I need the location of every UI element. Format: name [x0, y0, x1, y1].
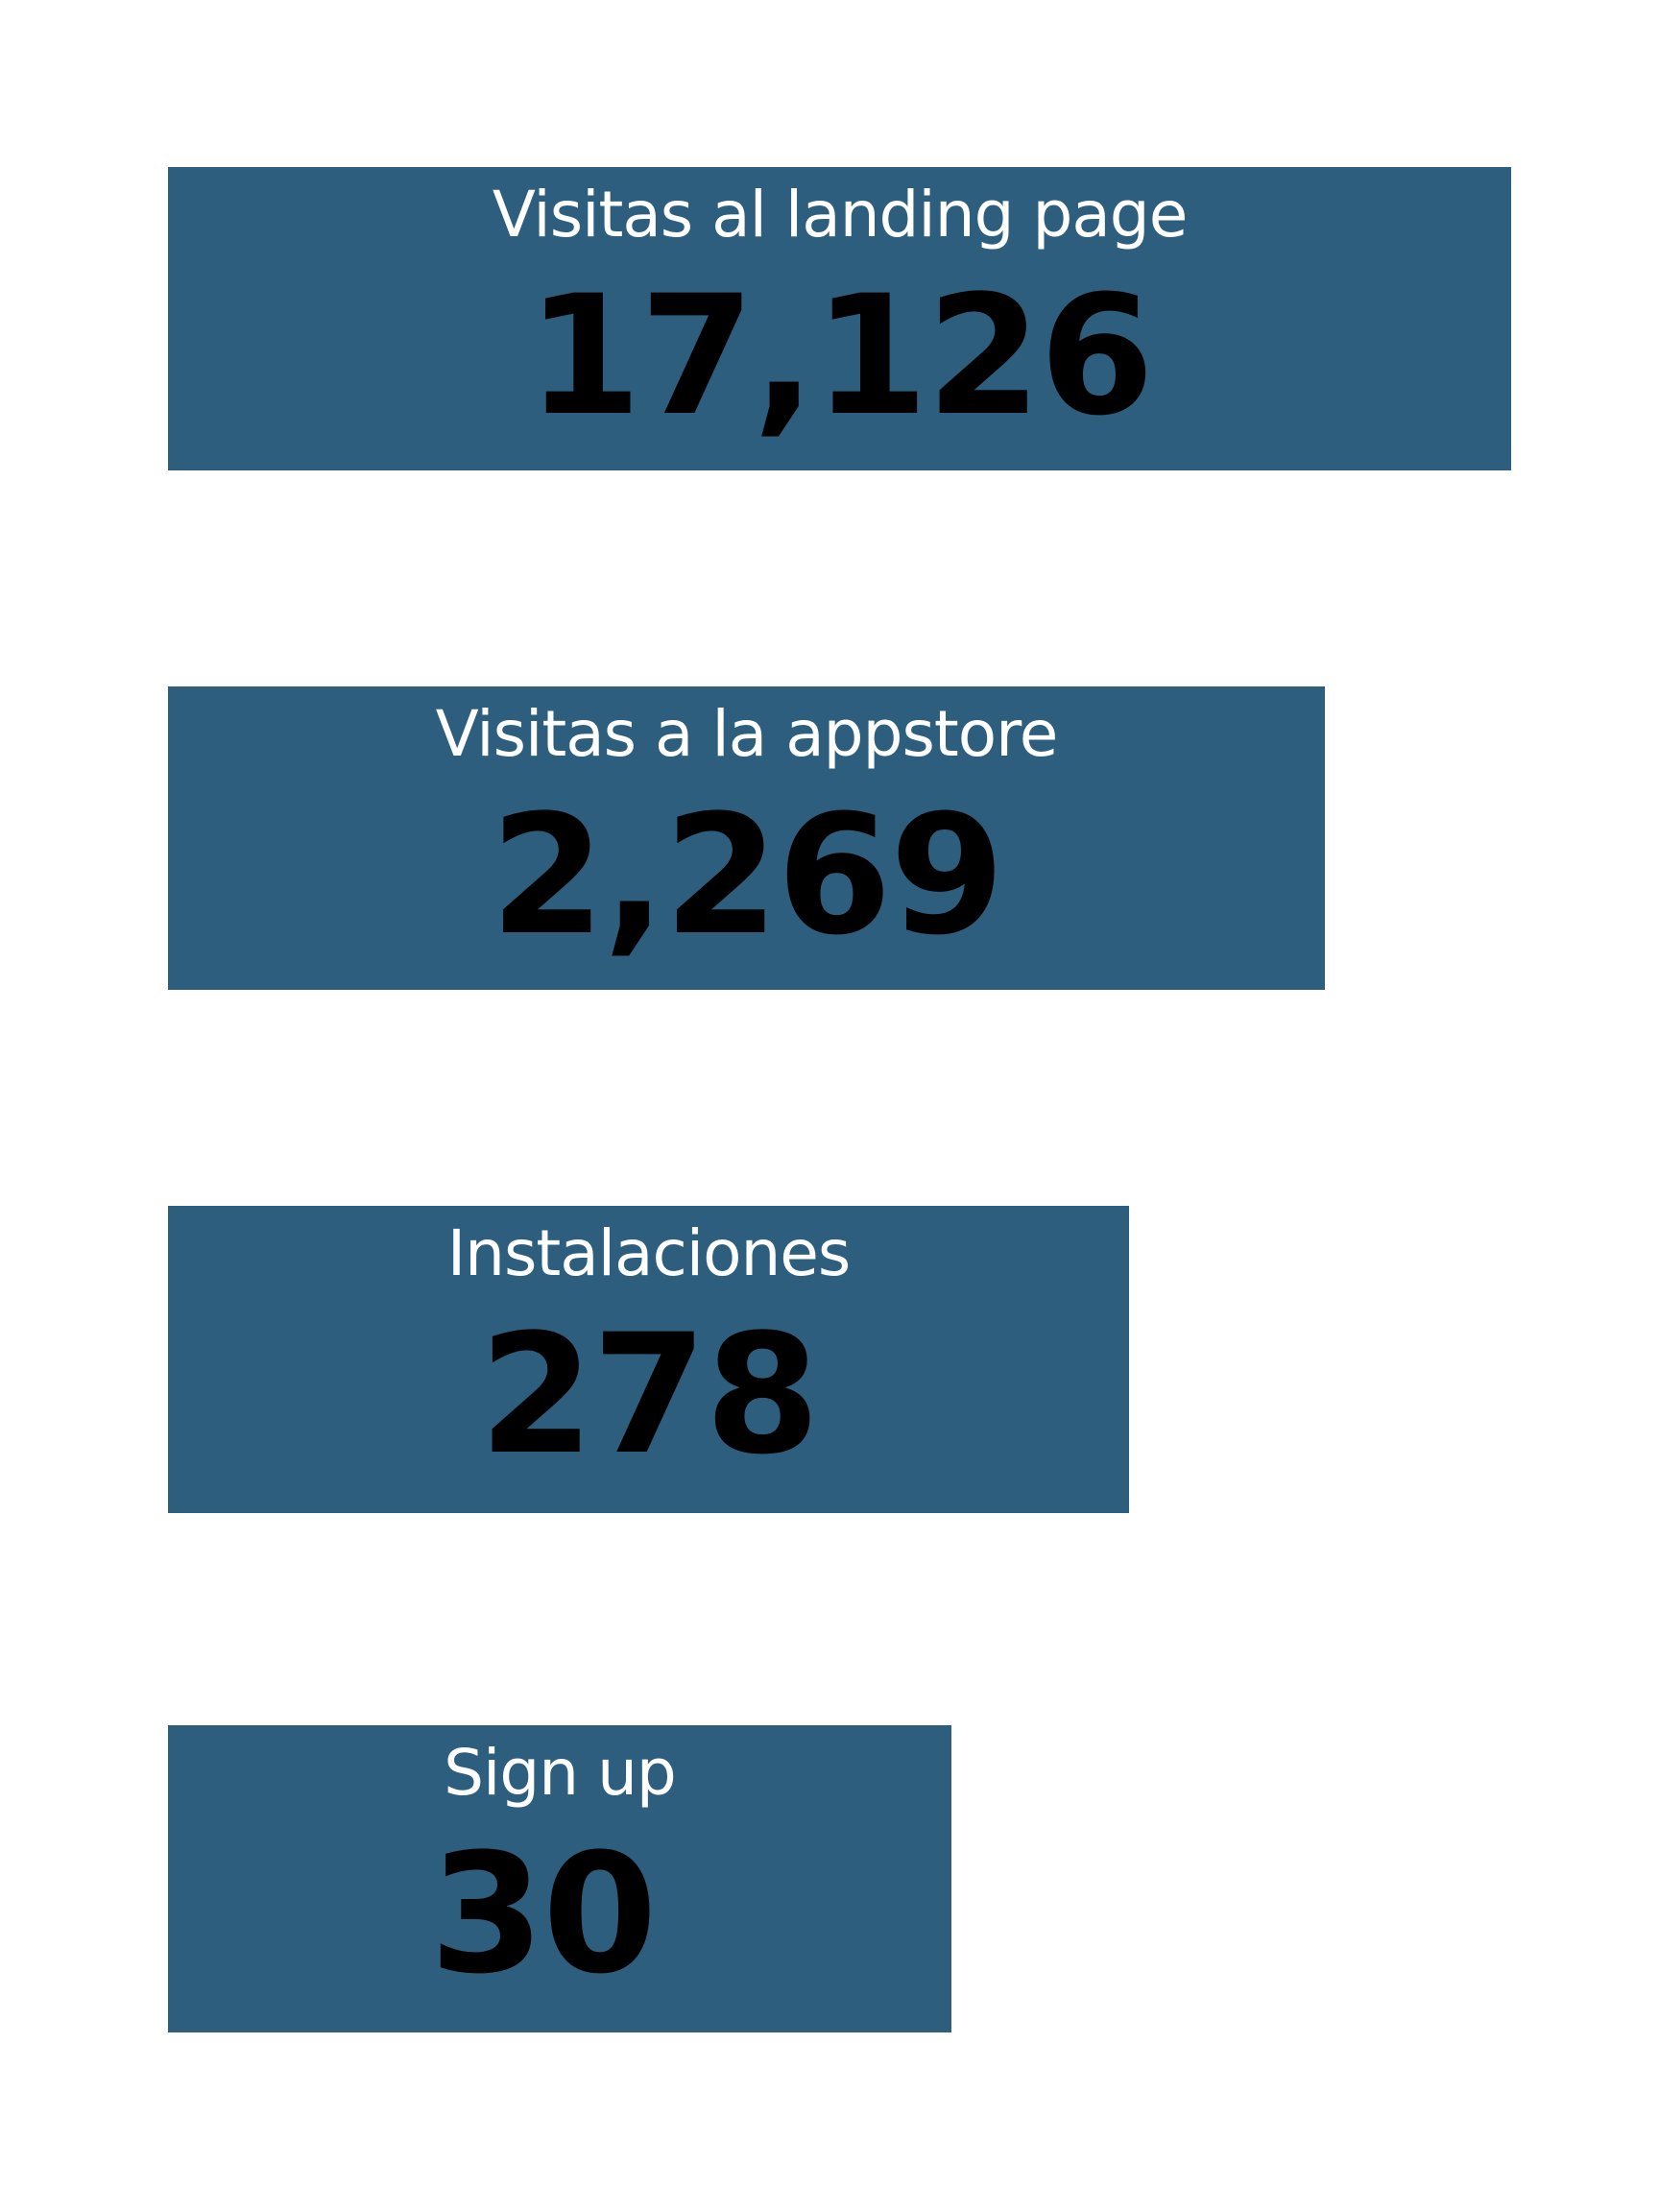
- bar-value-appstore: 2,269: [490, 779, 1004, 972]
- bar-label-installs: Instalaciones: [446, 1216, 852, 1290]
- funnel-bar-signup: Sign up 30: [168, 1725, 951, 2032]
- bar-label-landing-page: Visitas al landing page: [492, 178, 1189, 252]
- bar-label-signup: Sign up: [444, 1736, 677, 1810]
- bar-label-appstore: Visitas a la appstore: [435, 697, 1059, 771]
- funnel-bar-installs: Instalaciones 278: [168, 1206, 1129, 1513]
- bar-value-installs: 278: [478, 1298, 820, 1491]
- funnel-bar-appstore: Visitas a la appstore 2,269: [168, 686, 1325, 990]
- bar-value-signup: 30: [429, 1817, 657, 2010]
- funnel-bar-landing-page: Visitas al landing page 17,126: [168, 167, 1511, 470]
- bar-value-landing-page: 17,126: [526, 259, 1155, 452]
